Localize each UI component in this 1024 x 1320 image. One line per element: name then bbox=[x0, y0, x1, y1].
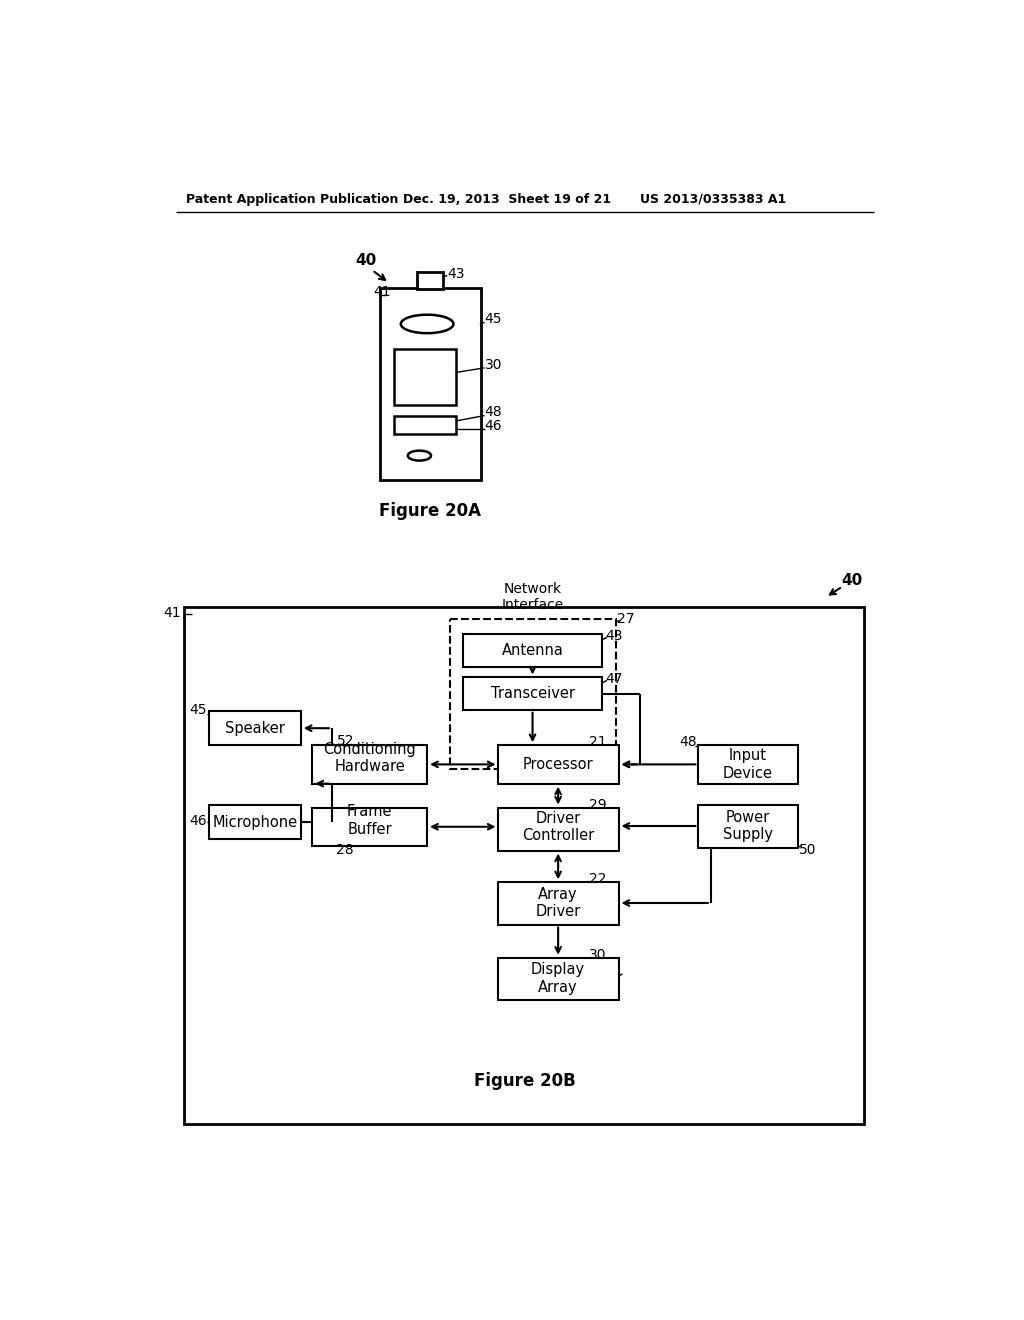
Text: 22: 22 bbox=[589, 873, 606, 886]
Ellipse shape bbox=[400, 314, 454, 333]
Text: Figure 20B: Figure 20B bbox=[474, 1072, 575, 1090]
Text: 48: 48 bbox=[484, 405, 502, 420]
Text: 40: 40 bbox=[841, 573, 862, 587]
Text: 30: 30 bbox=[589, 948, 606, 961]
Text: 50: 50 bbox=[799, 843, 817, 857]
Text: 30: 30 bbox=[484, 358, 502, 372]
Bar bbox=[394, 350, 456, 405]
Bar bbox=[312, 808, 427, 846]
Bar bbox=[499, 744, 618, 784]
Bar bbox=[183, 607, 864, 1123]
Text: Transceiver: Transceiver bbox=[490, 686, 574, 701]
Text: 27: 27 bbox=[617, 612, 635, 626]
Text: 40: 40 bbox=[355, 253, 377, 268]
Bar bbox=[209, 711, 301, 744]
Text: Array
Driver: Array Driver bbox=[536, 887, 581, 919]
Text: 46: 46 bbox=[484, 420, 502, 433]
Text: 52: 52 bbox=[337, 734, 354, 748]
Bar bbox=[698, 805, 798, 847]
Bar bbox=[209, 805, 301, 840]
Bar bbox=[312, 744, 427, 784]
Bar bbox=[450, 619, 616, 770]
Text: 48: 48 bbox=[679, 735, 697, 748]
Text: 43: 43 bbox=[605, 628, 623, 643]
Text: 45: 45 bbox=[189, 702, 207, 717]
Bar bbox=[380, 288, 480, 480]
Bar bbox=[499, 958, 618, 1001]
Text: 21: 21 bbox=[589, 735, 607, 748]
Text: Frame
Buffer: Frame Buffer bbox=[347, 804, 392, 837]
Text: 45: 45 bbox=[484, 312, 502, 326]
Bar bbox=[499, 882, 618, 924]
Text: 46: 46 bbox=[189, 813, 207, 828]
Text: 28: 28 bbox=[336, 843, 353, 857]
Text: US 2013/0335383 A1: US 2013/0335383 A1 bbox=[640, 193, 785, 206]
Text: Speaker: Speaker bbox=[225, 721, 285, 735]
Text: 41: 41 bbox=[163, 606, 180, 619]
Bar bbox=[417, 272, 443, 289]
Text: Input
Device: Input Device bbox=[723, 748, 773, 780]
Bar bbox=[698, 744, 798, 784]
Text: Display
Array: Display Array bbox=[531, 962, 585, 995]
Text: Conditioning
Hardware: Conditioning Hardware bbox=[324, 742, 416, 775]
Text: Dec. 19, 2013  Sheet 19 of 21: Dec. 19, 2013 Sheet 19 of 21 bbox=[403, 193, 611, 206]
Text: Patent Application Publication: Patent Application Publication bbox=[186, 193, 398, 206]
Text: 43: 43 bbox=[447, 267, 465, 281]
Text: 47: 47 bbox=[605, 672, 623, 686]
Text: 41: 41 bbox=[373, 285, 390, 300]
Bar bbox=[463, 635, 602, 667]
Text: Figure 20A: Figure 20A bbox=[379, 502, 481, 520]
Text: Processor: Processor bbox=[523, 756, 594, 772]
Text: Driver
Controller: Driver Controller bbox=[522, 810, 594, 843]
Bar bbox=[463, 677, 602, 710]
Text: Power
Supply: Power Supply bbox=[723, 809, 773, 842]
Bar bbox=[394, 416, 456, 434]
Text: Microphone: Microphone bbox=[213, 814, 298, 830]
Text: 29: 29 bbox=[589, 799, 607, 812]
Text: Network
Interface: Network Interface bbox=[502, 582, 563, 612]
Bar bbox=[499, 808, 618, 850]
Text: Antenna: Antenna bbox=[502, 643, 563, 657]
Ellipse shape bbox=[408, 450, 431, 461]
